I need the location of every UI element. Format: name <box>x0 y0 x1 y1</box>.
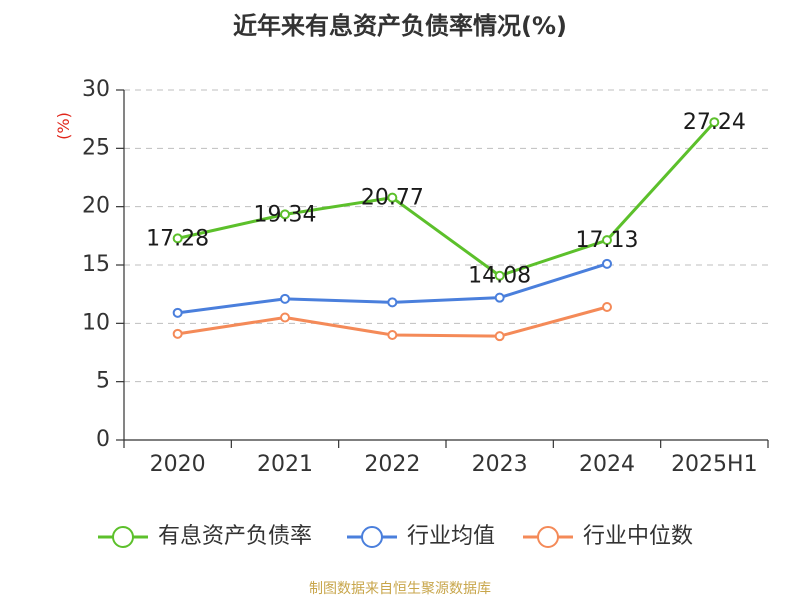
chart-title: 近年来有息资产负债率情况(%) <box>233 12 567 40</box>
x-tick-label: 2021 <box>257 452 313 477</box>
y-tick-label: 10 <box>82 310 110 335</box>
x-tick-label: 2025H1 <box>671 452 758 477</box>
data-label: 17.28 <box>146 226 209 251</box>
data-point[interactable] <box>172 233 183 244</box>
legend-label: 行业均值 <box>407 524 495 549</box>
legend-item[interactable]: 行业中位数 <box>523 524 693 549</box>
grid-lines <box>124 89 768 383</box>
y-axis: 0 5 10 15 20 25 30 <box>82 77 125 452</box>
data-point[interactable] <box>494 331 505 342</box>
series-line-0 <box>177 121 716 278</box>
data-point[interactable] <box>387 297 398 308</box>
data-point[interactable] <box>494 270 505 281</box>
x-tick-label: 2022 <box>364 452 420 477</box>
data-point[interactable] <box>602 258 612 269</box>
legend-item[interactable]: 有息资产负债率 <box>98 524 312 549</box>
y-tick-label: 0 <box>96 427 110 452</box>
y-axis-label: (%) <box>54 112 73 140</box>
legend-label: 有息资产负债率 <box>158 524 312 549</box>
y-tick-label: 5 <box>96 369 110 394</box>
data-point[interactable] <box>387 192 398 203</box>
data-point[interactable] <box>602 235 612 246</box>
data-point[interactable] <box>602 302 612 312</box>
series-lines <box>172 117 720 342</box>
data-point[interactable] <box>709 117 720 128</box>
data-point[interactable] <box>280 209 290 220</box>
data-point[interactable] <box>387 330 398 340</box>
data-label: 19.34 <box>254 202 317 227</box>
data-label: 20.77 <box>361 186 424 211</box>
x-axis: 2020 2021 2022 2023 2024 2025H1 <box>123 439 769 477</box>
y-tick-label: 30 <box>82 77 110 102</box>
legend-marker <box>361 526 383 548</box>
y-tick-label: 20 <box>82 194 110 219</box>
legend-marker <box>112 526 134 548</box>
data-labels: 17.28 19.34 20.77 14.08 17.13 27.24 <box>146 110 746 289</box>
x-tick-label: 2024 <box>579 452 635 477</box>
legend-marker <box>537 526 559 548</box>
data-label: 17.13 <box>576 228 639 253</box>
data-point[interactable] <box>280 312 290 323</box>
data-point[interactable] <box>494 292 505 303</box>
legend[interactable]: 有息资产负债率 行业均值 行业中位数 <box>98 524 693 549</box>
y-tick-label: 25 <box>82 135 110 160</box>
legend-item[interactable]: 行业均值 <box>347 524 495 549</box>
data-label: 14.08 <box>468 264 531 289</box>
source-note: 制图数据来自恒生聚源数据库 <box>309 581 491 597</box>
data-label: 27.24 <box>683 110 746 135</box>
y-tick-label: 15 <box>82 252 110 277</box>
legend-label: 行业中位数 <box>583 524 693 549</box>
data-point[interactable] <box>172 307 183 318</box>
x-tick-label: 2020 <box>150 452 206 477</box>
x-tick-label: 2023 <box>472 452 528 477</box>
data-point[interactable] <box>172 328 183 339</box>
data-point[interactable] <box>280 293 290 304</box>
